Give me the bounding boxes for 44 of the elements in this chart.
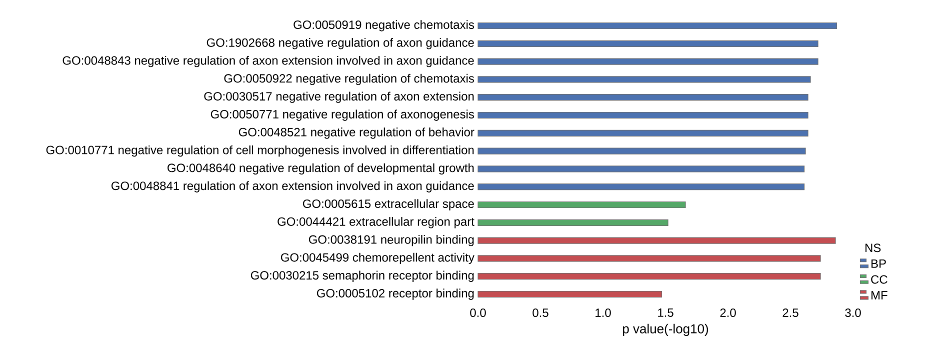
y-tick-label: GO:0045499 chemorepellent activity <box>280 252 474 264</box>
x-tick-label: 2.0 <box>720 308 736 318</box>
x-tick-label: 3.0 <box>845 308 861 318</box>
y-tick-label: GO:0044421 extracellular region part <box>278 217 474 228</box>
y-tick-label: GO:1902668 negative regulation of axon guidance <box>206 38 474 50</box>
bar <box>478 237 836 244</box>
x-tick-label: 0.5 <box>532 308 548 318</box>
bar <box>478 219 668 226</box>
bar <box>478 40 818 47</box>
y-tick-label: GO:0048521 negative regulation of behavior <box>238 128 474 139</box>
y-tick-label: GO:0005615 extracellular space <box>302 199 474 210</box>
bar <box>478 112 808 119</box>
y-tick-label: GO:0048640 negative regulation of developmental growth <box>168 163 474 175</box>
y-tick-label: GO:0030215 semaphorin receptor binding <box>250 270 474 282</box>
bar <box>478 201 686 208</box>
y-tick-label: GO:0005102 receptor binding <box>316 288 474 300</box>
bar <box>478 273 821 280</box>
x-axis-title: p value(-log10) <box>622 324 708 336</box>
legend-title: NS <box>865 244 881 252</box>
y-tick-label: GO:0048843 negative regulation of axon extension involved in axon guidance <box>62 56 474 68</box>
bar <box>478 255 821 262</box>
y-tick-label: GO:0038191 neuropilin binding <box>308 234 474 246</box>
bar <box>478 130 808 136</box>
x-tick-label: 2.5 <box>782 308 798 318</box>
y-tick-label: GO:0050922 negative regulation of chemotaxis <box>224 74 474 86</box>
bar <box>478 22 838 30</box>
y-tick-label: GO:0030517 negative regulation of axon extension <box>204 92 474 103</box>
x-tick-label: 1.0 <box>596 308 611 318</box>
bar <box>478 290 662 298</box>
y-tick-label: GO:0050919 negative chemotaxis <box>294 20 474 32</box>
x-tick-label: 1.5 <box>658 308 674 317</box>
legend-label: CC <box>871 275 888 284</box>
bar <box>478 58 818 65</box>
legend-label: MF <box>871 291 888 300</box>
y-tick-label: GO:0050771 negative regulation of axonogenesis <box>210 110 474 121</box>
bar <box>478 148 806 154</box>
bar <box>478 94 808 101</box>
bar <box>478 166 805 172</box>
legend-label: BP <box>871 259 886 268</box>
x-tick-label: 0.0 <box>470 308 486 318</box>
bar <box>478 184 805 190</box>
y-tick-label: GO:0048841 regulation of axon extension involved in axon guidance <box>111 181 474 192</box>
y-tick-label: GO:0010771 negative regulation of cell morphogenesis involved in differentiation <box>46 145 474 157</box>
bar <box>478 76 811 83</box>
